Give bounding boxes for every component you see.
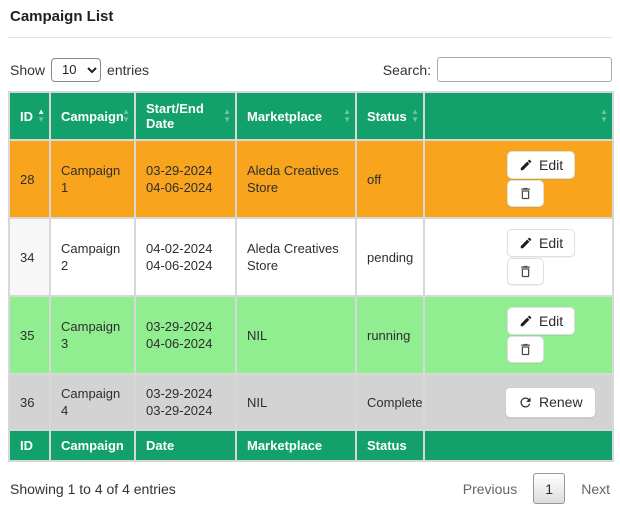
footer-header-status: Status <box>357 431 423 460</box>
delete-button[interactable] <box>507 336 544 363</box>
pencil-icon <box>519 158 533 172</box>
cell-status: running <box>357 297 423 373</box>
cell-actions: Edit <box>425 297 612 373</box>
start-date: 03-29-2024 <box>146 386 213 401</box>
cell-id: 34 <box>10 219 49 295</box>
page-length-select[interactable]: 10 <box>51 57 102 82</box>
end-date: 04-06-2024 <box>146 336 213 351</box>
column-header-campaign[interactable]: Campaign ▲ ▼ <box>51 93 134 139</box>
table-header: ID ▲ ▼ Campaign ▲ ▼ Start/End Date ▲ ▼ Mark… <box>10 93 612 139</box>
pencil-icon <box>519 236 533 250</box>
column-header-actions[interactable]: ▲ ▼ <box>425 93 612 139</box>
next-page-button[interactable]: Next <box>581 480 610 497</box>
trash-icon <box>518 186 533 201</box>
cell-campaign: Campaign 2 <box>51 219 134 295</box>
cell-dates: 04-02-2024 04-06-2024 <box>136 219 235 295</box>
cell-marketplace: NIL <box>237 375 355 429</box>
sort-arrows-icon: ▲ ▼ <box>411 107 419 124</box>
cell-actions: Renew <box>425 375 612 429</box>
end-date: 03-29-2024 <box>146 403 213 418</box>
cell-marketplace: Aleda Creatives Store <box>237 141 355 217</box>
column-header-status[interactable]: Status ▲ ▼ <box>357 93 423 139</box>
column-header-id[interactable]: ID ▲ ▼ <box>10 93 49 139</box>
start-date: 03-29-2024 <box>146 319 213 334</box>
table-footer-header: ID Campaign Date Marketplace Status <box>10 431 612 460</box>
renew-button[interactable]: Renew <box>505 386 596 418</box>
sort-arrows-icon: ▲ ▼ <box>122 107 130 124</box>
cell-campaign: Campaign 4 <box>51 375 134 429</box>
sort-arrows-icon: ▲ ▼ <box>37 107 45 124</box>
page-length-control: Show 10 entries <box>8 57 150 82</box>
end-date: 04-06-2024 <box>146 180 213 195</box>
current-page-button[interactable]: 1 <box>533 473 566 504</box>
start-date: 04-02-2024 <box>146 241 213 256</box>
column-header-date[interactable]: Start/End Date ▲ ▼ <box>136 93 235 139</box>
cell-id: 35 <box>10 297 49 373</box>
table-row: 28 Campaign 1 03-29-2024 04-06-2024 Aled… <box>10 141 612 217</box>
page-header: Campaign List <box>8 6 612 38</box>
edit-button[interactable]: Edit <box>507 151 576 179</box>
sort-arrows-icon: ▲ ▼ <box>343 107 351 124</box>
footer-header-campaign: Campaign <box>51 431 134 460</box>
sort-arrows-icon: ▲ ▼ <box>600 107 608 124</box>
table-info-bar: Showing 1 to 4 of 4 entries Previous 1 N… <box>8 473 612 504</box>
footer-header-marketplace: Marketplace <box>237 431 355 460</box>
cell-actions: Edit <box>425 141 612 217</box>
pagination: Previous 1 Next <box>463 473 610 504</box>
cell-marketplace: Aleda Creatives Store <box>237 219 355 295</box>
footer-header-date: Date <box>136 431 235 460</box>
cell-actions: Edit <box>425 219 612 295</box>
footer-header-id: ID <box>10 431 49 460</box>
cell-status: off <box>357 141 423 217</box>
show-label: Show <box>10 61 46 78</box>
table-body: 28 Campaign 1 03-29-2024 04-06-2024 Aled… <box>10 141 612 429</box>
start-date: 03-29-2024 <box>146 163 213 178</box>
cell-status: Complete <box>357 375 423 429</box>
pencil-icon <box>519 314 533 328</box>
search-input[interactable] <box>437 57 612 82</box>
table-row: 35 Campaign 3 03-29-2024 04-06-2024 NIL … <box>10 297 612 373</box>
edit-button[interactable]: Edit <box>507 229 576 257</box>
search-control: Search: <box>383 57 612 82</box>
cell-id: 36 <box>10 375 49 429</box>
edit-button[interactable]: Edit <box>507 307 576 335</box>
cell-campaign: Campaign 1 <box>51 141 134 217</box>
delete-button[interactable] <box>507 258 544 285</box>
cell-marketplace: NIL <box>237 297 355 373</box>
previous-page-button[interactable]: Previous <box>462 480 518 497</box>
refresh-icon <box>518 395 533 410</box>
cell-dates: 03-29-2024 04-06-2024 <box>136 297 235 373</box>
entries-info: Showing 1 to 4 of 4 entries <box>10 480 176 497</box>
cell-dates: 03-29-2024 03-29-2024 <box>136 375 235 429</box>
cell-id: 28 <box>10 141 49 217</box>
sort-arrows-icon: ▲ ▼ <box>223 107 231 124</box>
entries-label: entries <box>107 61 150 78</box>
trash-icon <box>518 342 533 357</box>
end-date: 04-06-2024 <box>146 258 213 273</box>
footer-header-actions <box>425 431 612 460</box>
cell-status: pending <box>357 219 423 295</box>
cell-dates: 03-29-2024 04-06-2024 <box>136 141 235 217</box>
delete-button[interactable] <box>507 180 544 207</box>
table-row: 36 Campaign 4 03-29-2024 03-29-2024 NIL … <box>10 375 612 429</box>
table-row: 34 Campaign 2 04-02-2024 04-06-2024 Aled… <box>10 219 612 295</box>
page-title: Campaign List <box>10 8 114 25</box>
search-label: Search: <box>382 61 431 78</box>
cell-campaign: Campaign 3 <box>51 297 134 373</box>
campaign-table: ID ▲ ▼ Campaign ▲ ▼ Start/End Date ▲ ▼ Mark… <box>8 91 614 462</box>
trash-icon <box>518 264 533 279</box>
table-controls: Show 10 entries Search: <box>8 57 612 82</box>
column-header-marketplace[interactable]: Marketplace ▲ ▼ <box>237 93 355 139</box>
